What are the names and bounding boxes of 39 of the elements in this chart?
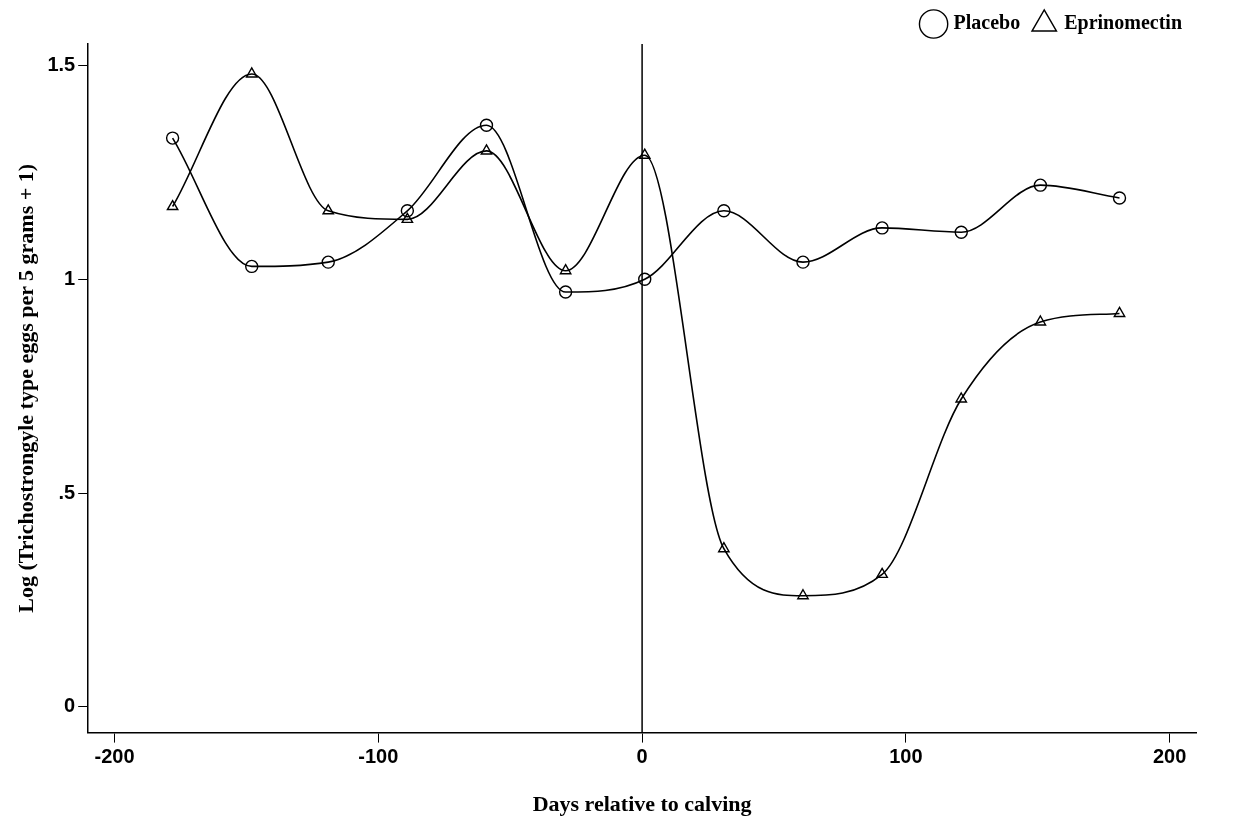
point [954,225,968,239]
point [638,272,652,286]
y-tick-label: 1.5 [47,52,76,75]
point [321,255,335,269]
x-tick-label: 0 [636,745,648,768]
point [401,212,414,224]
point [479,118,494,132]
x-tick-label: -200 [94,745,135,768]
point [166,199,179,211]
x-tick-label: 100 [889,745,923,768]
point [559,263,572,275]
point [797,589,809,600]
point [245,259,259,274]
legend-label: Eprinomectin [1064,11,1183,35]
point [1033,178,1048,192]
point [322,204,335,215]
point [717,541,730,553]
x-axis-title: Days relative to calving [532,791,752,817]
y-tick-label: 0 [64,694,76,717]
point [876,567,889,579]
point [955,392,968,403]
legend-label: Placebo [953,11,1021,34]
x-tick-label: 200 [1152,745,1187,768]
point [558,285,573,299]
point [480,144,493,155]
point [1112,191,1127,205]
point [796,255,810,269]
y-tick-label: 1 [64,266,76,289]
y-axis-title: Log (Trichostrongyle type eggs per 5 grams + 1) [12,163,38,613]
point [717,204,731,218]
point [1113,306,1126,318]
point [875,221,889,235]
x-tick-label: -100 [358,745,399,768]
y-tick-label: .5 [58,480,76,503]
point [1034,315,1047,326]
point [165,131,180,145]
point [400,204,415,218]
point [245,67,258,78]
point [638,148,651,159]
